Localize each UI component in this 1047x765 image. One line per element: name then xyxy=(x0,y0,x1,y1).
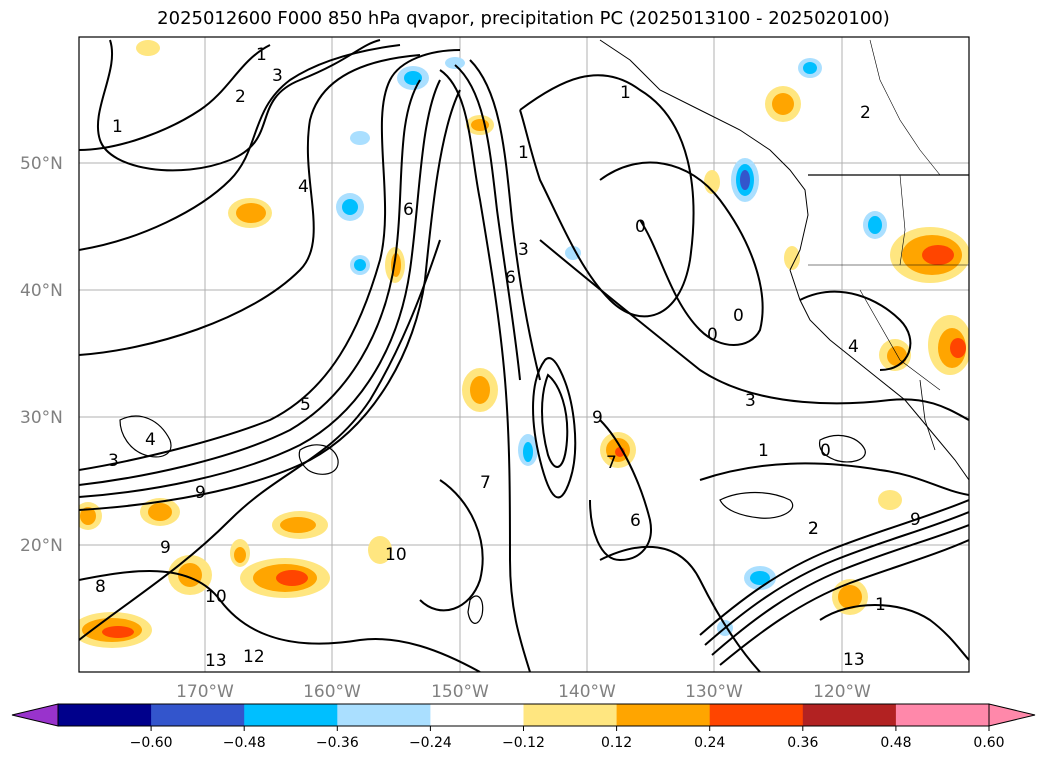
colorbar-tick-label: −0.36 xyxy=(316,735,359,751)
colorbar-swatch xyxy=(616,704,711,726)
contour-label: 9 xyxy=(910,510,921,530)
colorbar-swatch xyxy=(802,704,897,726)
contour-label: 8 xyxy=(95,577,106,597)
coastlines xyxy=(599,39,969,481)
contour-label: 1 xyxy=(256,45,267,65)
contour-label: 0 xyxy=(707,325,718,345)
contour-label: 13 xyxy=(205,651,227,671)
contour-label: 2 xyxy=(808,519,819,539)
colorbar-tick-label: 0.36 xyxy=(787,735,818,751)
colorbar-swatch xyxy=(709,704,804,726)
colorbar-swatch xyxy=(895,704,990,726)
lat-label: 50°N xyxy=(20,154,63,174)
colorbar-tick-label: 0.24 xyxy=(694,735,725,751)
contour-label: 7 xyxy=(480,473,491,493)
colorbar-extend-left xyxy=(11,703,59,727)
lon-label: 130°W xyxy=(685,682,743,702)
colorbar-extend-right xyxy=(988,703,1036,727)
lon-label: 120°W xyxy=(813,682,871,702)
contour-label: 9 xyxy=(195,483,206,503)
colorbar-tick-label: −0.48 xyxy=(223,735,266,751)
contour-label: 0 xyxy=(733,306,744,326)
contour-label: 9 xyxy=(160,538,171,558)
contour-label: 1 xyxy=(518,143,529,163)
contour-label: 4 xyxy=(145,430,156,450)
colorbar-tick-label: 0.12 xyxy=(601,735,632,751)
contour-label: 1 xyxy=(620,83,631,103)
colorbar-tick-label: −0.60 xyxy=(130,735,173,751)
contour-label: 12 xyxy=(243,647,265,667)
contour-label: 1 xyxy=(112,117,123,137)
lon-label: 140°W xyxy=(558,682,616,702)
map-frame xyxy=(78,36,970,673)
contour-label-group: 1 2 3 2 1 4 6 1 1 0 0 0 0 3 4 1 3 6 9 7 … xyxy=(95,45,921,671)
contour-label: 9 xyxy=(592,408,603,428)
contour-label: 6 xyxy=(630,511,641,531)
contours xyxy=(79,39,969,672)
contour-label: 5 xyxy=(300,395,311,415)
lat-label: 20°N xyxy=(20,536,63,556)
colorbar-swatch xyxy=(523,704,618,726)
lon-label: 170°W xyxy=(176,682,234,702)
contour-label: 3 xyxy=(518,240,529,260)
colorbar-swatch xyxy=(430,704,524,726)
lon-axis: 170°W 160°W 150°W 140°W 130°W 120°W xyxy=(176,682,871,702)
colorbar-swatch xyxy=(58,704,152,726)
contour-label: 0 xyxy=(635,217,646,237)
map-title: 2025012600 F000 850 hPa qvapor, precipit… xyxy=(157,8,890,29)
map-area xyxy=(79,37,969,672)
colorbar-tick-label: −0.24 xyxy=(409,735,452,751)
contour-label: 1 xyxy=(758,441,769,461)
colorbar-swatch xyxy=(337,704,431,726)
contour-label: 6 xyxy=(505,268,516,288)
colorbar-swatch xyxy=(244,704,338,726)
contour-label: 3 xyxy=(745,391,756,411)
colorbar-tick-label: −0.12 xyxy=(502,735,545,751)
contour-label: 2 xyxy=(235,87,246,107)
contour-label: 4 xyxy=(848,337,859,357)
precip-patches xyxy=(79,40,969,648)
colorbar: −0.60 −0.48 −0.36 −0.24 −0.12 0.12 0.24 0.36 0.4… xyxy=(11,703,1036,751)
contour-label: 3 xyxy=(108,451,119,471)
contour-label: 3 xyxy=(272,66,283,86)
contour-label: 10 xyxy=(385,545,407,565)
lat-axis: 50°N 40°N 30°N 20°N xyxy=(20,154,63,556)
colorbar-swatch xyxy=(151,704,245,726)
contour-label: 6 xyxy=(403,200,414,220)
small-contours xyxy=(119,415,866,624)
contour-label: 4 xyxy=(298,177,309,197)
contour-label: 2 xyxy=(808,519,819,539)
colorbar-tick-label: 0.48 xyxy=(880,735,911,751)
contour-label: 7 xyxy=(606,453,617,473)
contour-label: 1 xyxy=(875,595,886,615)
lon-label: 160°W xyxy=(303,682,361,702)
contour-label: 2 xyxy=(860,103,871,123)
colorbar-tick-label: 0.60 xyxy=(973,735,1004,751)
contour-label: 10 xyxy=(205,587,227,607)
lat-label: 40°N xyxy=(20,281,63,301)
lon-label: 150°W xyxy=(431,682,489,702)
gridlines xyxy=(79,37,969,672)
lat-label: 30°N xyxy=(20,408,63,428)
contour-label: 13 xyxy=(843,650,865,670)
contour-label: 0 xyxy=(820,441,831,461)
